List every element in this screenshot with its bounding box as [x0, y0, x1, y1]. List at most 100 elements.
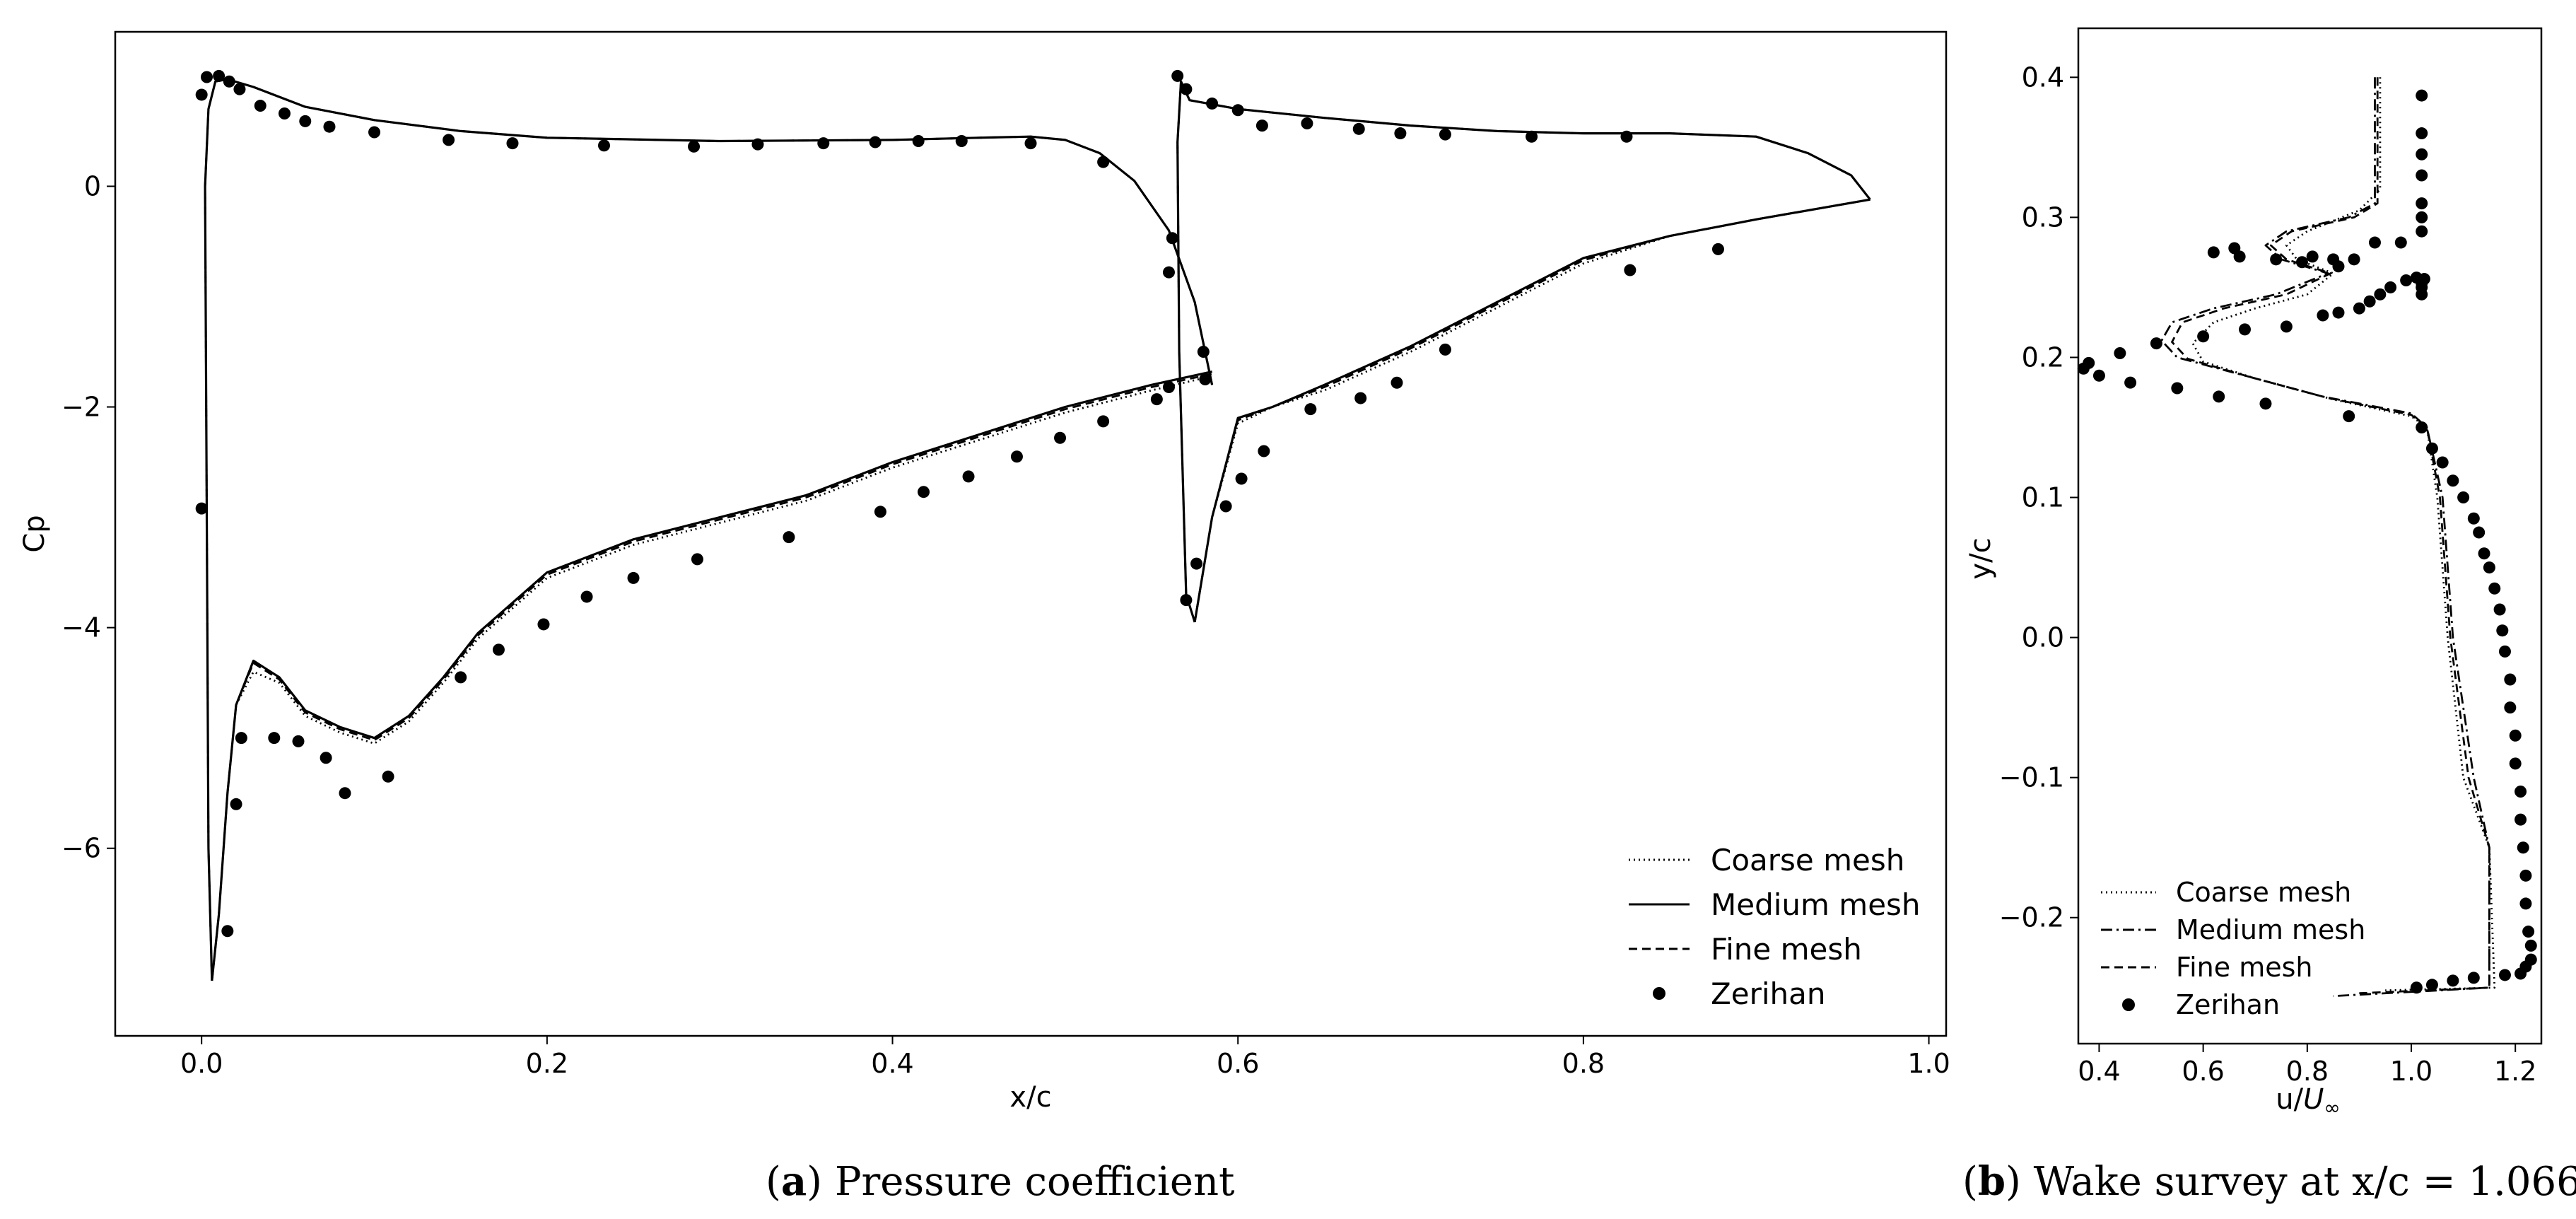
- panel-a-zerihan-point: [382, 770, 394, 783]
- panel-b-zerihan-point: [2410, 272, 2423, 284]
- panel-b-zerihan-point: [2416, 148, 2428, 161]
- panel-a-zerihan-point: [962, 470, 975, 483]
- panel-a-zerihan-point: [597, 139, 610, 152]
- panel-b-zerihan-point: [2496, 624, 2509, 637]
- panel-a-coarse-mesh-line: [1193, 198, 1870, 623]
- panel-b-medium-mesh-line: [2160, 77, 2490, 998]
- panel-b-zerihan-point: [2514, 813, 2527, 826]
- panel-b-zerihan-point: [2509, 757, 2522, 770]
- panel-a-zerihan-point: [1097, 415, 1110, 428]
- panel-b-zerihan-point: [2416, 127, 2428, 140]
- panel-b-zerihan-point: [2473, 526, 2486, 539]
- panel-a-pressure-coefficient: 0.0 0.2 0.4 0.6 0.8 1.0 0 −2 −4 −6 x/c Cp Coarse …: [18, 30, 1950, 1114]
- panel-b-zerihan-point: [2416, 421, 2428, 433]
- panel-b-zerihan-point: [2197, 330, 2210, 343]
- panel-b-zerihan-point: [2416, 211, 2428, 223]
- panel-b-zerihan-point: [2488, 582, 2501, 595]
- panel-a-zerihan-point: [869, 136, 882, 148]
- panel-b-y-tick-label: −0.1: [1999, 762, 2064, 793]
- panel-a-zerihan-point: [691, 553, 703, 566]
- legend-b-fine-mesh-label: Fine mesh: [2176, 952, 2312, 983]
- panel-a-x-tick-label: 0.2: [526, 1048, 568, 1079]
- panel-a-zerihan-point: [233, 83, 246, 95]
- panel-a-coarse-mesh-line: [211, 375, 1212, 981]
- panel-a-medium-mesh-line: [1193, 198, 1870, 623]
- legend-a-fine-mesh-label: Fine mesh: [1711, 932, 1862, 967]
- panel-b-zerihan-point: [2384, 281, 2397, 293]
- panel-a-zerihan-point: [201, 71, 213, 83]
- legend-b-coarse-mesh-label: Coarse mesh: [2176, 877, 2351, 908]
- panel-b-zerihan-point: [2353, 302, 2365, 315]
- panel-b-zerihan-point: [2114, 347, 2126, 360]
- panel-a-zerihan-point: [213, 69, 226, 82]
- panel-b-zerihan-point: [2233, 250, 2246, 263]
- panel-a-zerihan-point: [339, 787, 351, 800]
- panel-b-zerihan-point: [2478, 547, 2490, 560]
- panel-a-zerihan-point: [368, 126, 381, 139]
- panel-b-zerihan-point: [2493, 603, 2506, 616]
- panel-b-zerihan-point: [2504, 701, 2517, 714]
- panel-a-zerihan-point: [1166, 232, 1178, 245]
- panel-a-zerihan-point: [1439, 128, 1451, 141]
- panel-a-zerihan-point: [268, 732, 281, 745]
- panel-b-zerihan-point: [2416, 197, 2428, 210]
- legend-a-medium-mesh-label: Medium mesh: [1711, 887, 1921, 922]
- panel-a-marks: [195, 69, 1871, 981]
- caption-b: (b) Wake survey at x/c = 1.066: [1962, 1158, 2576, 1205]
- panel-a-legend: Coarse mesh Medium mesh Fine mesh Zeriha…: [1629, 843, 1921, 1011]
- panel-b-zerihan-point: [2467, 972, 2480, 984]
- legend-a-zerihan-marker: [1653, 987, 1665, 1000]
- panel-a-zerihan-point: [874, 506, 886, 518]
- legend-a-zerihan-label: Zerihan: [1711, 976, 1826, 1011]
- panel-b-x-tick-label: 0.8: [2286, 1056, 2329, 1087]
- panel-b-zerihan-point: [2524, 939, 2537, 952]
- panel-a-zerihan-point: [1054, 431, 1067, 444]
- panel-a-x-tick-label: 0.0: [180, 1048, 223, 1079]
- panel-a-zerihan-point: [955, 134, 968, 147]
- panel-a-zerihan-point: [443, 134, 455, 146]
- panel-a-zerihan-point: [1352, 122, 1365, 135]
- panel-a-zerihan-point: [1235, 472, 1248, 485]
- panel-a-zerihan-point: [254, 100, 267, 112]
- panel-a-zerihan-point: [1197, 346, 1210, 358]
- legend-a-coarse-mesh-label: Coarse mesh: [1711, 843, 1904, 877]
- panel-a-zerihan-point: [1391, 376, 1403, 389]
- panel-a-x-tick-label: 0.8: [1562, 1048, 1605, 1079]
- panel-a-zerihan-point: [1171, 69, 1184, 82]
- caption-a-letter: a: [780, 1158, 807, 1205]
- panel-b-zerihan-point: [2363, 295, 2376, 308]
- panel-a-x-axis-label: x/c: [1009, 1081, 1051, 1114]
- panel-b-plot-frame: [2077, 27, 2543, 1045]
- panel-b-zerihan-point: [2416, 225, 2428, 238]
- panel-a-zerihan-point: [912, 134, 925, 147]
- panel-b-zerihan-point: [2509, 729, 2522, 742]
- panel-a-zerihan-point: [1162, 266, 1175, 279]
- panel-b-zerihan-point: [2207, 246, 2220, 259]
- panel-a-y-tick-label: −2: [62, 392, 101, 423]
- panel-a-zerihan-point: [1010, 450, 1023, 463]
- panel-b-zerihan-point: [2416, 169, 2428, 182]
- caption-a: (a) Pressure coefficient: [766, 1158, 1235, 1205]
- panel-b-x-axis-label-u: U: [2303, 1083, 2324, 1116]
- panel-a-y-axis-label: Cp: [18, 515, 51, 552]
- panel-a-zerihan-point: [1439, 343, 1451, 356]
- panel-b-zerihan-point: [2259, 397, 2272, 410]
- panel-b-zerihan-point: [2514, 785, 2527, 798]
- panel-a-zerihan-point: [817, 137, 830, 150]
- panel-a-axes: 0.0 0.2 0.4 0.6 0.8 1.0 0 −2 −4 −6: [62, 170, 1950, 1079]
- panel-a-zerihan-point: [1199, 373, 1212, 386]
- panel-a-zerihan-point: [1526, 130, 1538, 143]
- panel-b-zerihan-point: [2374, 288, 2387, 301]
- panel-b-zerihan-point: [2519, 869, 2532, 882]
- panel-a-y-tick-label: 0: [84, 170, 101, 202]
- panel-b-x-tick-label: 0.4: [2078, 1056, 2120, 1087]
- panel-b-y-axis-label: y/c: [1965, 537, 1997, 579]
- panel-b-zerihan-point: [2092, 369, 2105, 382]
- panel-a-fine-mesh-line: [1193, 198, 1870, 623]
- panel-a-zerihan-point: [195, 502, 208, 515]
- panel-a-zerihan-point: [1354, 392, 1367, 404]
- panel-a-zerihan-point: [1150, 393, 1163, 406]
- panel-b-x-tick-label: 1.2: [2494, 1056, 2536, 1087]
- panel-a-zerihan-point: [783, 531, 795, 544]
